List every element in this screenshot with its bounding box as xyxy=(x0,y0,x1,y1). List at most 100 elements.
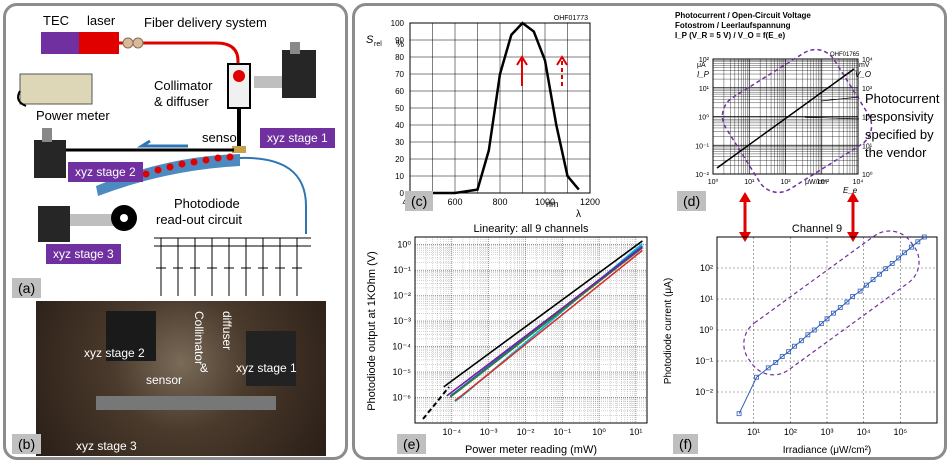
d-right-tick: 10⁰ xyxy=(862,171,873,179)
d-vo: V_O xyxy=(855,70,871,79)
c-xunit: nm xyxy=(546,199,559,209)
d-mv: mV xyxy=(859,62,870,69)
f-point xyxy=(824,316,830,322)
c-xtick: 800 xyxy=(492,197,507,207)
c-ytick: 10 xyxy=(395,172,404,181)
d-ip: I_P xyxy=(697,70,710,79)
c-code: OHF01773 xyxy=(554,15,588,22)
f-point xyxy=(805,332,811,338)
c-ytick: 20 xyxy=(395,155,404,164)
d-response-line xyxy=(716,68,855,169)
plots-panel: OHF01773 S rel % nm λ 100 90 80 70 60 50 40 30 2… xyxy=(352,3,947,460)
c-ytick: 90 xyxy=(395,36,404,45)
f-point xyxy=(837,305,843,310)
readout-circuit xyxy=(154,237,311,296)
photo-diffuser: diffuser xyxy=(220,311,234,351)
e-ylabel: Photodiode output at 1KOhm (V) xyxy=(366,251,378,411)
f-point xyxy=(765,365,771,371)
collimator-label: Collimator xyxy=(154,78,213,93)
f-point xyxy=(811,327,817,333)
e-y-tick: 10⁻³ xyxy=(393,316,411,326)
readout-label: read-out circuit xyxy=(156,212,242,227)
d-right-tick: 10² xyxy=(862,115,873,122)
power-meter-label: Power meter xyxy=(36,108,110,123)
f-ylabel: Photodiode current (μA) xyxy=(663,278,674,384)
tec-block xyxy=(41,32,79,54)
f-point xyxy=(864,282,869,288)
e-series-line-0 xyxy=(443,240,643,388)
e-x-tick: 10¹ xyxy=(629,427,642,437)
readout-cable xyxy=(239,156,307,234)
d-x-tick: 10² xyxy=(780,179,791,186)
link-arrow-left-head xyxy=(739,192,751,242)
fiber-connector xyxy=(122,37,134,49)
c-xtick: 1000 xyxy=(535,197,555,207)
power-meter xyxy=(19,73,93,105)
f-frame xyxy=(716,236,938,424)
setup-panel: TEC laser Fiber delivery system Collimat… xyxy=(3,3,348,460)
spectral-plot: OHF01773 S rel % nm λ 100908070605040302… xyxy=(366,15,600,220)
d-frame xyxy=(712,58,859,175)
c-red-dash-arrow-head xyxy=(556,55,568,66)
d-xunit: μW/cm² xyxy=(805,179,830,186)
f-point xyxy=(915,239,921,245)
f-xlabel: Irradiance (μW/cm²) xyxy=(783,445,872,456)
f-point xyxy=(889,261,895,266)
f-x-tick: 10³ xyxy=(820,427,833,437)
e-xlabel: Power meter reading (mW) xyxy=(465,444,597,456)
d-ua: μA xyxy=(697,62,706,69)
e-x-tick: 10⁻⁴ xyxy=(442,427,461,437)
d-x-tick: 10⁴ xyxy=(853,179,864,186)
f-x-tick: 10¹ xyxy=(747,427,760,437)
f-highlight xyxy=(743,230,920,376)
flex-sensor xyxy=(96,154,240,196)
d-annot1: Photocurrent xyxy=(865,91,940,106)
c-ytick: 40 xyxy=(395,121,404,130)
f-series-line xyxy=(738,236,925,414)
f-point xyxy=(896,255,902,261)
laser-label: laser xyxy=(87,13,116,28)
photo-sensor: sensor xyxy=(146,373,183,387)
photo-stage2: xyz stage 2 xyxy=(84,346,145,360)
f-point xyxy=(773,360,779,365)
tag-a: (a) xyxy=(12,278,42,298)
f-point xyxy=(736,411,742,417)
e-y-tick: 10⁰ xyxy=(397,240,411,250)
tag-b: (b) xyxy=(12,434,42,454)
setup-photo: xyz stage 2 xyz stage 1 sensor Collimato… xyxy=(36,301,326,456)
f-point xyxy=(844,299,850,305)
setup-diagram xyxy=(17,32,316,296)
d-left-tick: 10⁻² xyxy=(695,172,709,179)
f-point xyxy=(857,288,863,294)
d-x-tick: 10⁰ xyxy=(708,178,719,186)
c-red-arrow-head xyxy=(516,55,528,66)
sensor-label: sensor xyxy=(202,130,242,145)
photo-amp: & xyxy=(200,361,209,375)
e-y-tick: 10⁻² xyxy=(393,291,411,301)
e-dash-extension xyxy=(422,386,450,420)
f-point xyxy=(786,349,792,355)
d-code: OHF01765 xyxy=(830,52,860,58)
d-title2: Fotostrom / Leerlaufspannung xyxy=(675,21,791,30)
stage2-badge: xyz stage 2 xyxy=(68,162,143,182)
e-y-tick: 10⁻⁴ xyxy=(392,342,411,352)
stage3-arm xyxy=(70,214,114,226)
tag-e: (e) xyxy=(397,434,427,454)
c-ytick: 0 xyxy=(400,189,405,198)
stage1-badge: xyz stage 1 xyxy=(260,128,335,148)
e-series-line-4 xyxy=(454,249,643,402)
power-meter-cable xyxy=(17,90,27,107)
f-point xyxy=(850,294,856,299)
f-point xyxy=(831,310,836,316)
sensor-arrow xyxy=(136,139,188,148)
photo-stage-box xyxy=(246,331,296,386)
photodiode-label: Photodiode xyxy=(174,196,240,211)
f-point xyxy=(779,354,785,359)
stage2-body xyxy=(34,140,66,178)
photo-stage3: xyz stage 3 xyxy=(76,439,137,453)
e-series-line-3 xyxy=(449,247,643,398)
d-title3: I_P (V_R = 5 V) / V_O = f(E_e) xyxy=(675,31,785,40)
e-frame xyxy=(414,236,648,424)
c-ytick: 80 xyxy=(395,53,404,62)
c-xsym: λ xyxy=(576,209,581,220)
